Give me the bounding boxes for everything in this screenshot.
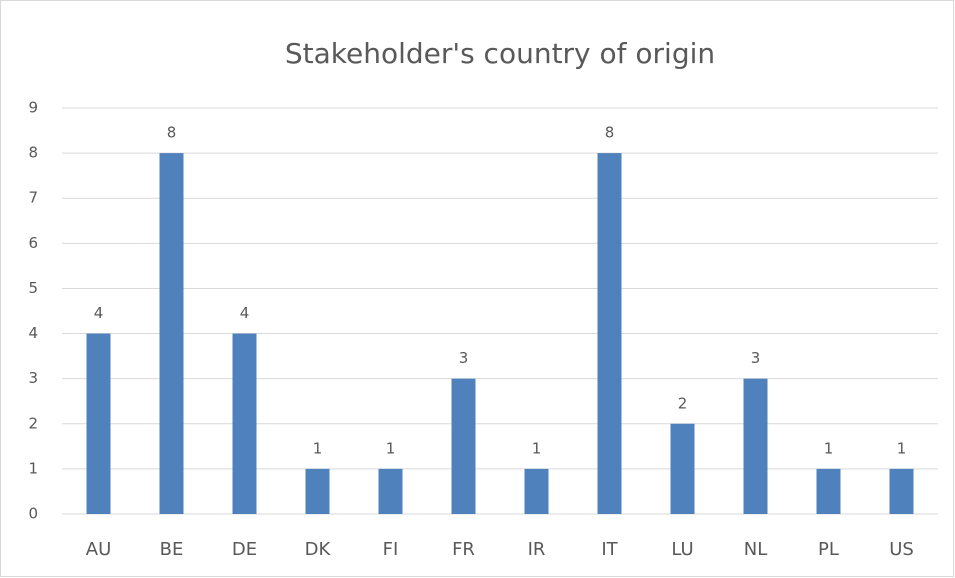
bar <box>159 153 184 514</box>
y-tick-label: 2 <box>28 414 38 432</box>
data-label: 2 <box>678 394 688 412</box>
x-tick-label: AU <box>86 539 112 560</box>
y-tick-label: 9 <box>28 99 38 117</box>
bar <box>743 378 768 514</box>
data-label: 1 <box>532 439 542 457</box>
data-label: 4 <box>240 304 250 322</box>
bar <box>305 468 330 514</box>
x-tick-label: IR <box>528 539 546 560</box>
data-label: 1 <box>897 439 907 457</box>
x-tick-label: BE <box>160 539 184 560</box>
bar <box>378 468 403 514</box>
data-label: 8 <box>605 124 615 142</box>
x-tick-label: FI <box>383 539 399 560</box>
y-tick-label: 4 <box>28 324 38 342</box>
x-tick-label: US <box>889 539 914 560</box>
y-tick-label: 1 <box>28 459 38 477</box>
x-tick-label: DE <box>232 539 257 560</box>
y-tick-label: 6 <box>28 234 38 252</box>
bar <box>451 378 476 514</box>
bar <box>597 153 622 514</box>
bar <box>670 423 695 514</box>
x-tick-label: DK <box>305 539 332 560</box>
bar <box>524 468 549 514</box>
y-tick-label: 3 <box>28 369 38 387</box>
x-tick-label: FR <box>452 539 475 560</box>
chart-title: Stakeholder's country of origin <box>285 37 715 70</box>
data-label: 1 <box>824 439 834 457</box>
bar <box>816 468 841 514</box>
data-label: 4 <box>94 304 104 322</box>
bar <box>86 333 111 514</box>
data-label: 3 <box>459 349 469 367</box>
data-label: 8 <box>167 124 177 142</box>
y-tick-label: 0 <box>28 505 38 523</box>
data-label: 3 <box>751 349 761 367</box>
bar <box>889 468 914 514</box>
x-tick-label: PL <box>818 539 839 560</box>
x-tick-label: NL <box>744 539 768 560</box>
x-tick-label: LU <box>671 539 693 560</box>
y-tick-label: 8 <box>28 144 38 162</box>
data-label: 1 <box>386 439 396 457</box>
data-label: 1 <box>313 439 323 457</box>
x-tick-label: IT <box>601 539 618 560</box>
y-tick-label: 7 <box>28 189 38 207</box>
bar <box>232 333 257 514</box>
y-tick-label: 5 <box>28 279 38 297</box>
